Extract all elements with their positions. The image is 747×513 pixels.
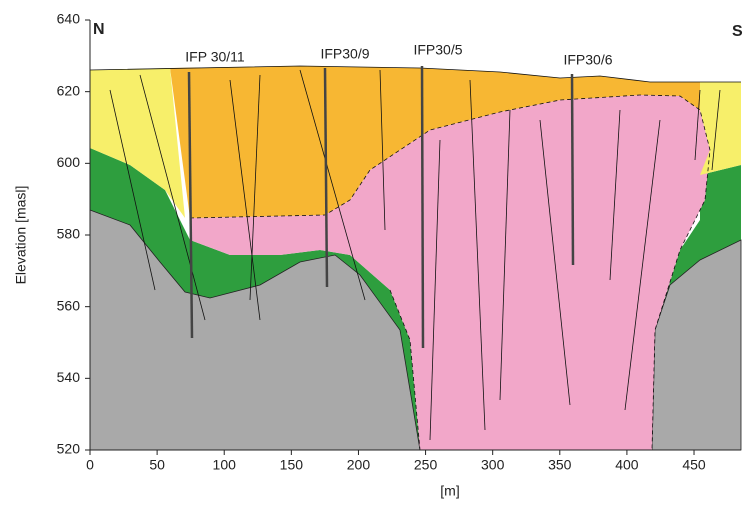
y-tick-label: 600 — [57, 154, 81, 170]
y-tick-label: 580 — [57, 226, 81, 242]
y-tick-label: 560 — [57, 297, 81, 313]
borehole — [323, 67, 329, 288]
y-tick-label: 520 — [57, 441, 81, 457]
x-axis-label: [m] — [440, 483, 459, 499]
annotation: IFP30/5 — [413, 42, 462, 58]
surface — [89, 65, 741, 83]
yellow-layer-right — [700, 82, 741, 175]
x-tick-label: 150 — [280, 457, 304, 473]
annotation: S — [732, 23, 743, 40]
annotation: IFP30/9 — [320, 46, 369, 62]
annotation: IFP 30/11 — [185, 49, 245, 65]
borehole — [420, 65, 425, 349]
x-tick-label: 50 — [149, 457, 165, 473]
contact — [189, 94, 711, 451]
annotation: IFP30/6 — [563, 52, 612, 68]
x-tick-label: 350 — [548, 457, 572, 473]
y-tick-label: 640 — [57, 11, 81, 27]
x-tick-label: 400 — [615, 457, 639, 473]
borehole — [187, 71, 194, 339]
y-tick-label: 540 — [57, 369, 81, 385]
structures — [109, 69, 721, 441]
x-tick-label: 300 — [481, 457, 505, 473]
x-tick-label: 450 — [682, 457, 706, 473]
x-tick-label: 200 — [347, 457, 371, 473]
x-tick-label: 0 — [86, 457, 94, 473]
y-tick-label: 620 — [57, 82, 81, 98]
x-tick-label: 100 — [213, 457, 237, 473]
pink-intrusion — [190, 95, 710, 450]
borehole — [570, 73, 575, 266]
contact — [389, 289, 421, 451]
x-tick-label: 250 — [414, 457, 438, 473]
annotation: N — [93, 21, 105, 38]
orange-layer — [170, 66, 700, 218]
geology — [89, 65, 742, 451]
y-axis-label: Elevation [masl] — [13, 186, 29, 285]
